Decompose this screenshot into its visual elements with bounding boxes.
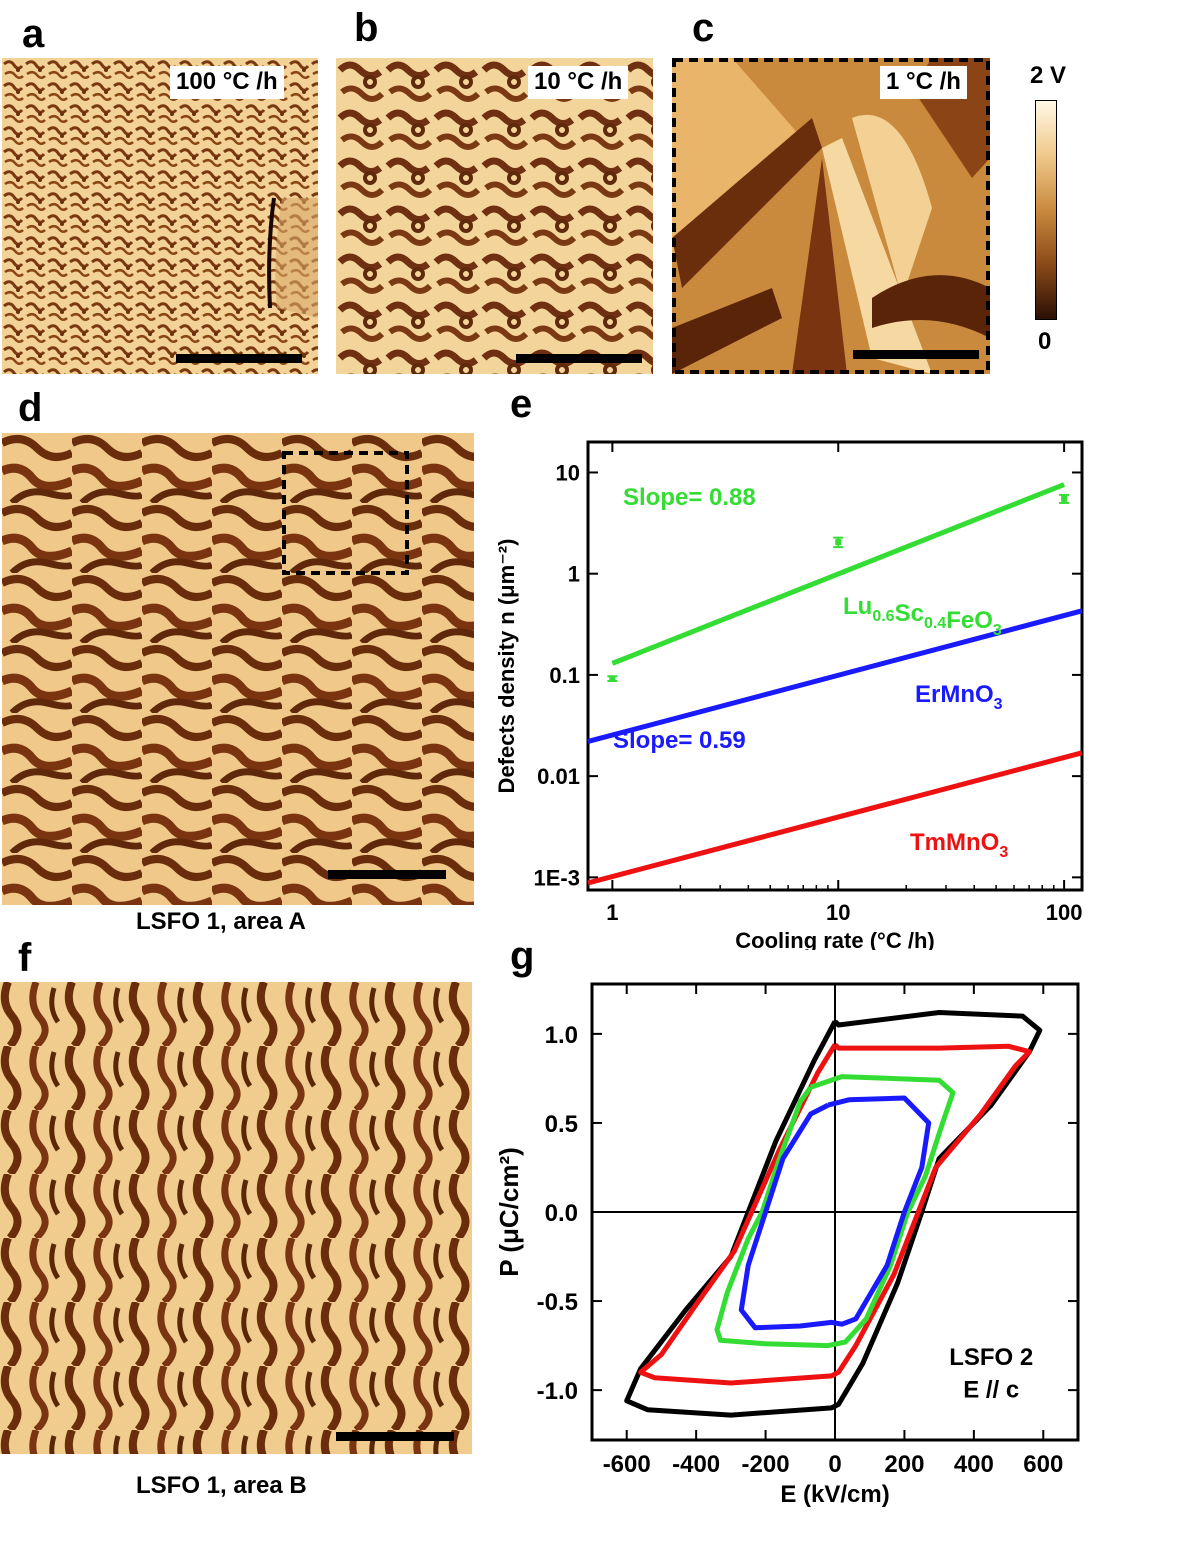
y-tick-label: 0.01 xyxy=(537,764,580,789)
scale-bar-a xyxy=(176,354,302,363)
panel-label-f: f xyxy=(18,936,32,980)
x-tick-label: 600 xyxy=(1023,1451,1063,1478)
panel-label-c: c xyxy=(692,6,715,50)
afm-image-a xyxy=(2,58,318,374)
afm-image-f xyxy=(0,982,472,1454)
hysteresis-loop-3 xyxy=(738,1095,932,1331)
y-axis-label: P (μC/cm²) xyxy=(494,1147,524,1277)
colorbar xyxy=(1035,100,1057,320)
series-label-red: TmMnO3 xyxy=(910,829,1008,861)
hysteresis-loop-1 xyxy=(638,1042,1032,1386)
afm-image-b xyxy=(336,58,653,374)
y-tick-label: -1.0 xyxy=(537,1378,578,1405)
x-tick-label: 1 xyxy=(606,900,618,925)
fit-line-2 xyxy=(587,750,1083,886)
x-tick-label: 100 xyxy=(1046,900,1083,925)
afm-image-c xyxy=(672,58,990,374)
x-tick-label: 10 xyxy=(826,900,850,925)
afm-image-d xyxy=(2,433,474,905)
y-tick-label: 10 xyxy=(556,460,580,485)
y-tick-label: -0.5 xyxy=(537,1289,578,1316)
y-tick-label: 0.0 xyxy=(545,1200,578,1227)
annotation-line-1: LSFO 2 xyxy=(949,1344,1033,1371)
cooling-rate-tag-b: 10 °C /h xyxy=(528,66,629,99)
data-point xyxy=(609,675,616,682)
panel-label-d: d xyxy=(18,386,43,430)
x-tick-label: -200 xyxy=(742,1451,790,1478)
panel-label-b: b xyxy=(354,6,379,50)
chart-e-defect-density: 1 10 100 1E-3 0.01 0.1 1 10 Cooling rate (°C /h)… xyxy=(494,440,1084,950)
y-tick-label: 1.0 xyxy=(545,1022,578,1049)
cooling-rate-tag-a: 100 °C /h xyxy=(170,66,284,99)
y-axis-label: Defects density n (μm⁻²) xyxy=(494,539,519,794)
slope-label-blue: Slope= 0.59 xyxy=(613,727,746,754)
y-tick-label: 0.5 xyxy=(545,1111,578,1138)
cooling-rate-tag-c: 1 °C /h xyxy=(880,66,967,99)
annotation-line-2: E // c xyxy=(963,1376,1019,1403)
plot-frame xyxy=(586,440,1084,892)
x-axis-label: E (kV/cm) xyxy=(780,1481,889,1508)
y-tick-label: 1 xyxy=(568,562,580,587)
x-tick-label: 200 xyxy=(884,1451,924,1478)
scale-bar-d xyxy=(328,870,446,879)
data-point xyxy=(835,539,842,546)
x-tick-label: 0 xyxy=(828,1451,841,1478)
x-tick-label: -400 xyxy=(672,1451,720,1478)
data-point xyxy=(1061,495,1068,502)
x-axis-label: Cooling rate (°C /h) xyxy=(735,928,934,950)
caption-d: LSFO 1, area A xyxy=(136,908,306,935)
x-tick-label: 400 xyxy=(954,1451,994,1478)
hysteresis-loop-2 xyxy=(714,1074,956,1349)
panel-label-a: a xyxy=(22,12,45,56)
y-tick-label: 0.1 xyxy=(549,663,580,688)
fit-line-1 xyxy=(587,608,1083,744)
colorbar-min-label: 0 xyxy=(1038,328,1052,355)
colorbar-max-label: 2 V xyxy=(1030,62,1067,89)
caption-f: LSFO 1, area B xyxy=(136,1472,307,1499)
panel-label-g: g xyxy=(510,934,535,978)
x-tick-label: -600 xyxy=(603,1451,651,1478)
fit-line-0 xyxy=(611,482,1066,666)
series-label-blue: ErMnO3 xyxy=(915,681,1003,713)
scale-bar-f xyxy=(336,1432,454,1441)
scale-bar-c xyxy=(853,350,979,359)
scale-bar-b xyxy=(516,354,642,363)
y-tick-label: 1E-3 xyxy=(534,865,580,890)
panel-label-e: e xyxy=(510,382,533,426)
slope-label-green: Slope= 0.88 xyxy=(623,484,756,511)
chart-g-hysteresis: -600 -400 -200 0 200 400 600 -1.0 -0.5 0.0 0.5 1.0 E… xyxy=(494,982,1080,1508)
series-label-green: Lu0.6Sc0.4FeO3 xyxy=(843,593,1002,639)
